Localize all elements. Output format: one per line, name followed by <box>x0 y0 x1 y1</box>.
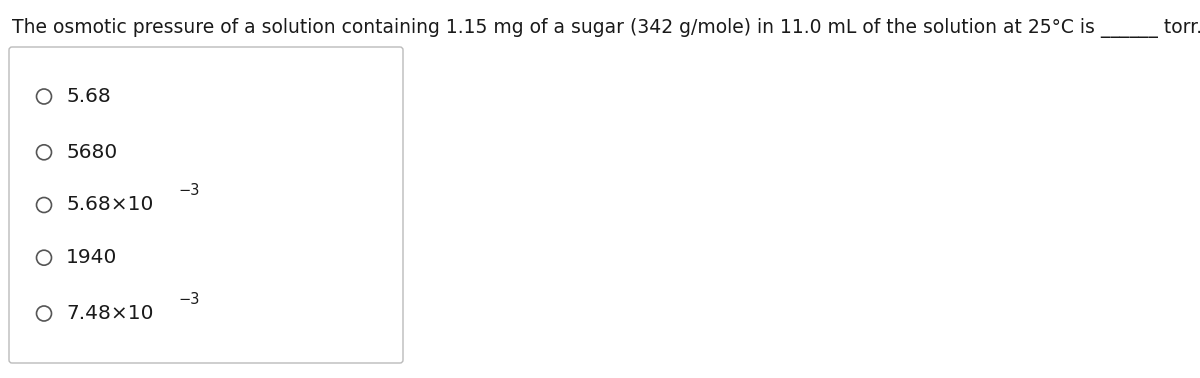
Circle shape <box>36 197 52 212</box>
Text: 7.48×10: 7.48×10 <box>66 304 154 323</box>
Circle shape <box>36 145 52 160</box>
Text: 1940: 1940 <box>66 248 118 267</box>
Text: −3: −3 <box>179 292 200 307</box>
Text: 5.68×10: 5.68×10 <box>66 195 154 214</box>
Circle shape <box>36 250 52 265</box>
Circle shape <box>36 306 52 321</box>
Text: −3: −3 <box>179 183 200 198</box>
Text: The osmotic pressure of a solution containing 1.15 mg of a sugar (342 g/mole) in: The osmotic pressure of a solution conta… <box>12 18 1200 38</box>
FancyBboxPatch shape <box>10 47 403 363</box>
Circle shape <box>36 89 52 104</box>
Text: 5.68: 5.68 <box>66 87 110 106</box>
Text: 5680: 5680 <box>66 143 118 162</box>
